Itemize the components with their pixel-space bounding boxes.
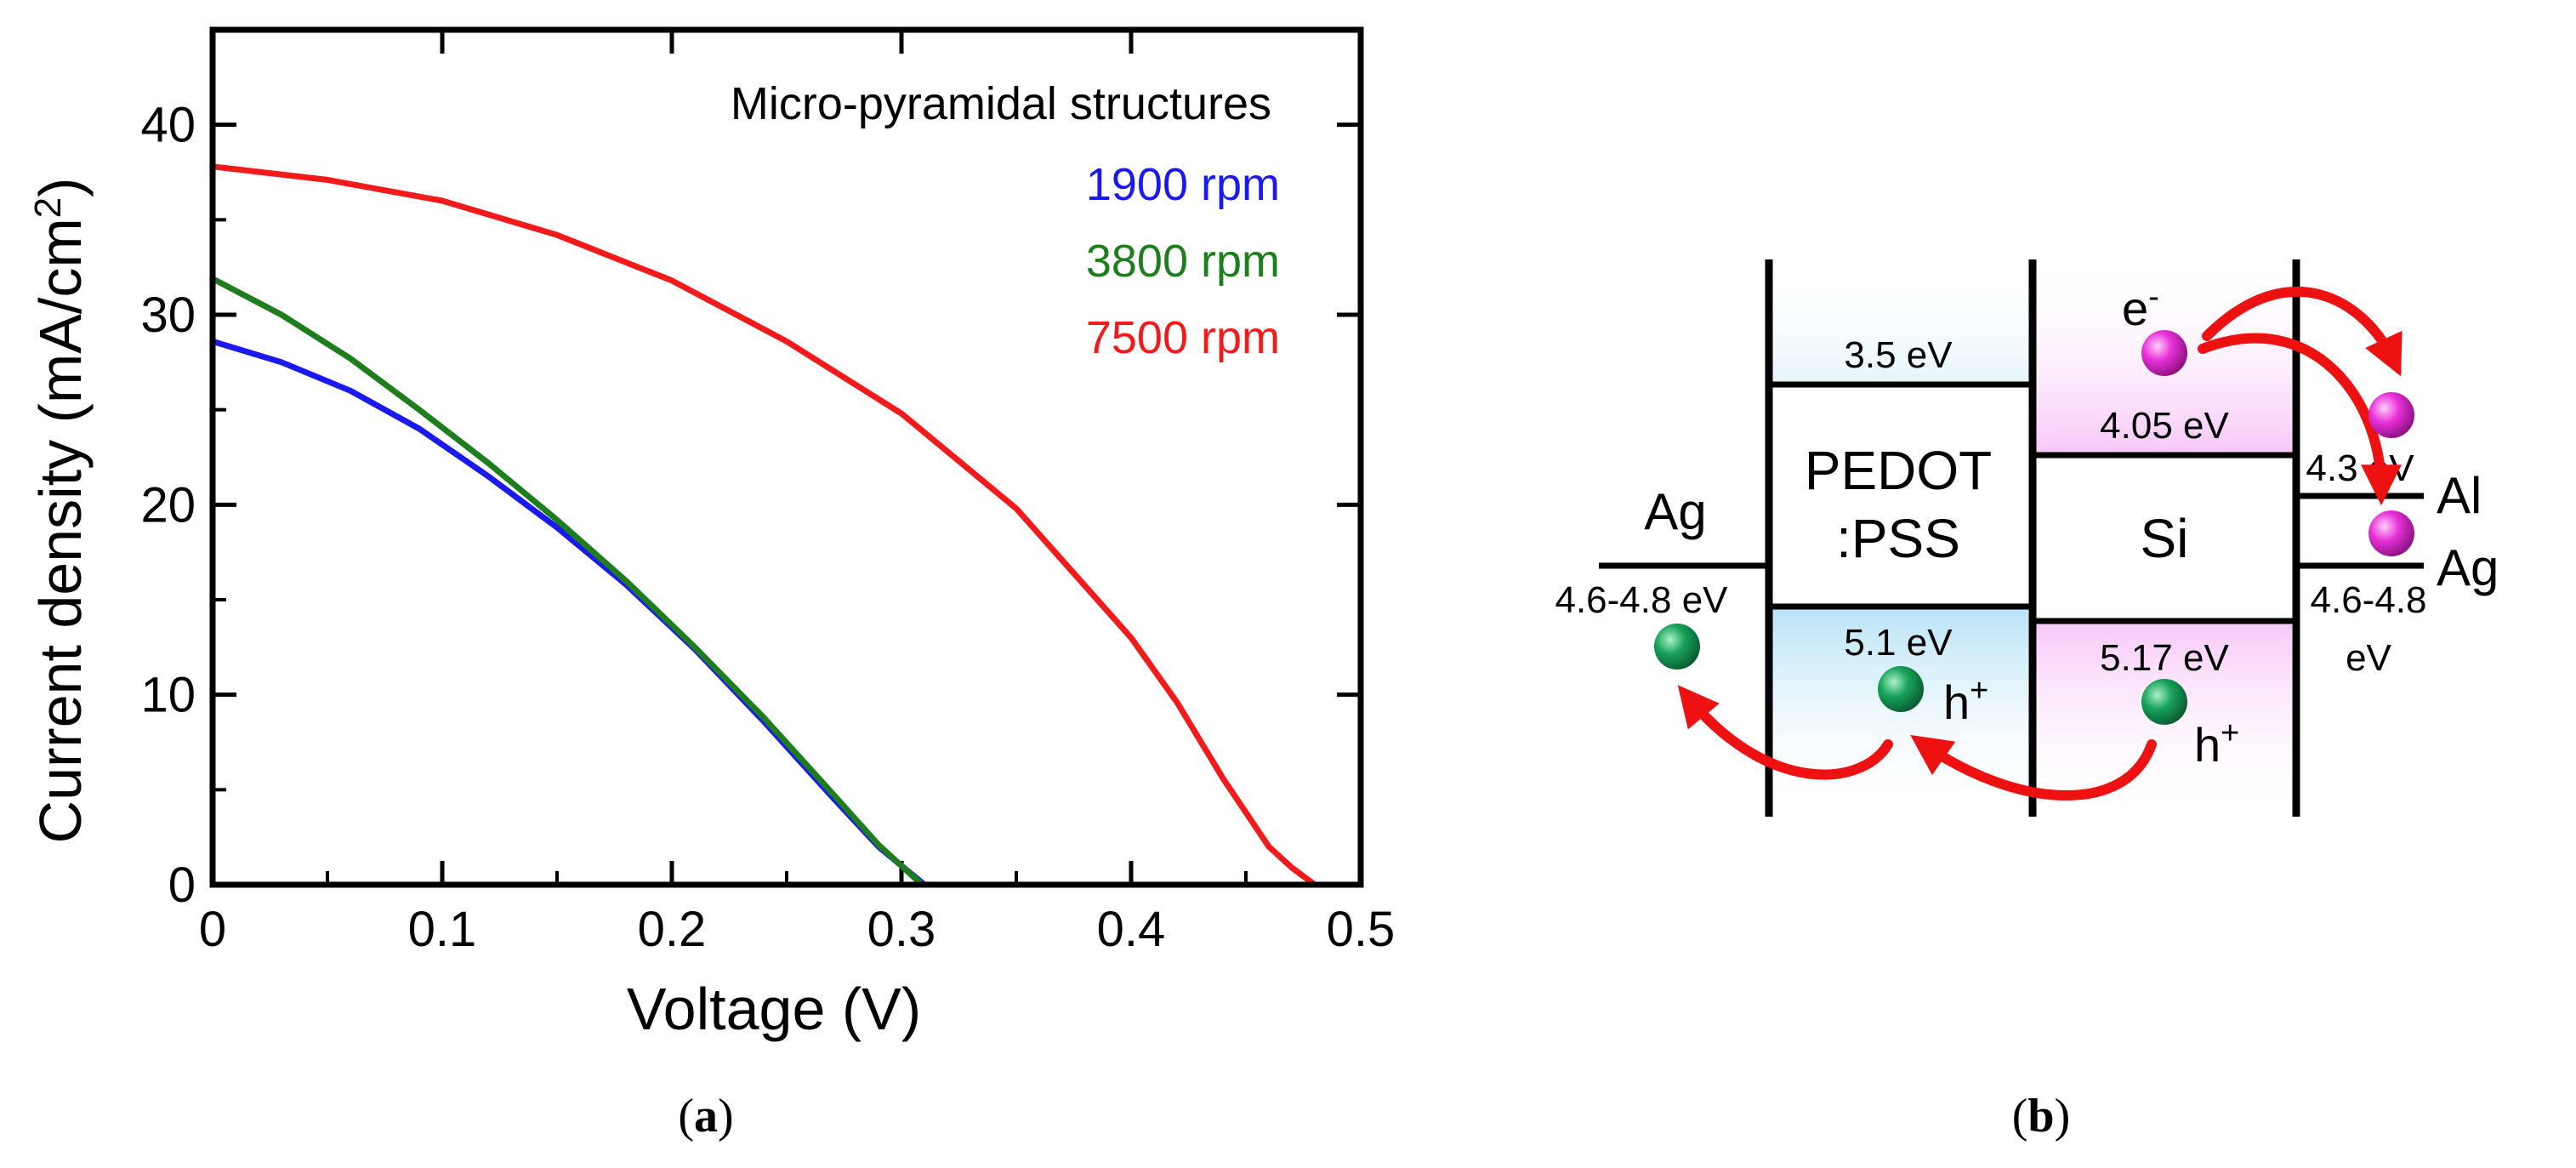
series-line-7500-rpm — [212, 163, 1317, 887]
left-ag-work-function: 4.6-4.8 eV — [1555, 579, 1728, 621]
y-axis-label: Current density (mA/cm2) — [27, 178, 94, 844]
panel-b-label: (b) — [2012, 1090, 2070, 1142]
legend-title: Micro-pyramidal structures — [731, 78, 1271, 129]
hole-arrow-si-to-pedot — [1910, 735, 2157, 801]
x-tick-label: 0.2 — [638, 902, 707, 957]
si-hole-label: h+ — [2194, 715, 2239, 772]
y-tick-label: 20 — [140, 477, 196, 533]
hole-arrow-pedot-to-ag — [1677, 685, 1893, 780]
legend-entry-7500-rpm: 7500 rpm — [1086, 312, 1280, 363]
electron-ball-si — [2141, 330, 2187, 376]
pedot-gap-region — [1769, 387, 2028, 607]
electron-arrow-to-al — [2202, 286, 2403, 377]
si-electron-e: e — [2122, 282, 2148, 335]
left-ag-label: Ag — [1644, 483, 1706, 540]
pedot-hole-h: h — [1943, 675, 1970, 729]
panel-b-letter: b — [2027, 1090, 2054, 1142]
panel-a-label: (a) — [678, 1090, 733, 1142]
si-name: Si — [2141, 508, 2189, 569]
legend-entry-1900-rpm: 1900 rpm — [1086, 159, 1280, 210]
panel-a-letter: a — [694, 1090, 718, 1142]
si-vb-label: 5.17 eV — [2100, 637, 2229, 679]
pedot-hole-label: h+ — [1943, 673, 1988, 729]
electron-ball-ag — [2368, 510, 2414, 556]
y-tick-label: 0 — [168, 857, 196, 913]
x-axis-ticks — [210, 30, 1363, 885]
carrier-arrows — [1677, 286, 2403, 801]
al-work-function: 4.3 eV — [2306, 447, 2414, 489]
hole-ball-pedot — [1878, 666, 1924, 712]
y-tick-label: 10 — [140, 668, 196, 723]
series-line-1900-rpm — [211, 338, 927, 887]
y-axis-label-end: ) — [27, 178, 94, 197]
y-tick-label: 30 — [140, 288, 196, 343]
x-tick-label: 0.5 — [1327, 902, 1396, 957]
y-axis-label-sup: 2 — [27, 197, 69, 218]
electron-ball-al — [2368, 392, 2414, 438]
si-electron-sup: - — [2148, 279, 2159, 315]
band-diagram: Ag 4.6-4.8 eV 3.5 eV PEDOT :PSS 5.1 eV 4… — [1555, 259, 2499, 1142]
x-tick-label: 0 — [199, 902, 226, 957]
right-ag-label: Ag — [2437, 539, 2499, 596]
pedot-lumo-label: 3.5 eV — [1844, 334, 1953, 376]
x-tick-label: 0.1 — [408, 902, 477, 957]
si-cb-label: 4.05 eV — [2100, 405, 2229, 447]
series-lines — [211, 163, 1317, 887]
si-electron-label: e- — [2122, 279, 2159, 335]
x-tick-label: 0.3 — [867, 902, 936, 957]
series-line-3800-rpm — [211, 276, 924, 887]
x-tick-labels: 0 0.1 0.2 0.3 0.4 0.5 — [199, 902, 1395, 957]
right-ag-work-function-line1: 4.6-4.8 — [2311, 579, 2427, 621]
x-tick-label: 0.4 — [1097, 902, 1166, 957]
si-hole-sup: + — [2221, 715, 2239, 751]
jv-chart: 0 0.1 0.2 0.3 0.4 0.5 0 10 20 30 40 Voltage (V) C… — [27, 26, 1395, 1142]
pedot-hole-sup: + — [1970, 673, 1988, 709]
pedot-name-line2: :PSS — [1836, 508, 1960, 569]
x-axis-label: Voltage (V) — [627, 976, 921, 1042]
pedot-name-line1: PEDOT — [1805, 440, 1992, 501]
al-label: Al — [2437, 467, 2482, 524]
legend-entry-3800-rpm: 3800 rpm — [1086, 236, 1280, 287]
right-ag-work-function-line2: eV — [2346, 637, 2391, 679]
si-hole-h: h — [2194, 718, 2221, 772]
si-gap-region — [2033, 455, 2292, 621]
hole-ball-left-ag — [1654, 624, 1700, 669]
pedot-homo-label: 5.1 eV — [1844, 622, 1953, 664]
y-tick-labels: 0 10 20 30 40 — [140, 98, 196, 913]
electron-arrow-to-ag — [2198, 333, 2402, 506]
y-axis-label-main: Current density (mA/cm — [27, 218, 94, 843]
plot-frame — [209, 26, 1364, 888]
y-tick-label: 40 — [140, 98, 196, 153]
hole-ball-si — [2141, 679, 2187, 725]
legend: Micro-pyramidal structures 1900 rpm 3800… — [731, 78, 1280, 363]
